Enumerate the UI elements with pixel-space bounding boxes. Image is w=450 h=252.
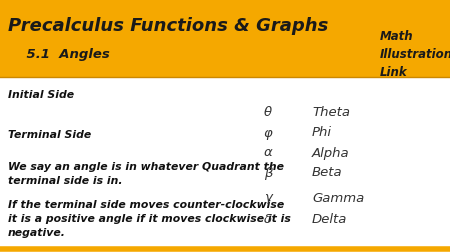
- Text: Math
Illustrations
Link: Math Illustrations Link: [380, 30, 450, 79]
- Text: Theta: Theta: [312, 106, 350, 119]
- Text: 5.1  Angles: 5.1 Angles: [8, 47, 110, 60]
- Text: θ: θ: [264, 106, 272, 119]
- Text: Delta: Delta: [312, 213, 347, 226]
- Text: Phi: Phi: [312, 126, 332, 139]
- Bar: [0, 0, 450, 78]
- Text: Alpha: Alpha: [312, 146, 350, 159]
- Text: If the terminal side moves counter-clockwise
it is a positive angle if it moves : If the terminal side moves counter-clock…: [8, 199, 291, 237]
- Text: α: α: [264, 146, 272, 159]
- Text: Terminal Side: Terminal Side: [8, 130, 91, 139]
- Text: Precalculus Functions & Graphs: Precalculus Functions & Graphs: [8, 17, 328, 35]
- Text: We say an angle is in whatever Quadrant the
terminal side is in.: We say an angle is in whatever Quadrant …: [8, 161, 284, 185]
- Text: β: β: [264, 166, 272, 179]
- Text: Gamma: Gamma: [312, 191, 364, 204]
- Text: δ: δ: [264, 213, 272, 226]
- Text: Beta: Beta: [312, 166, 342, 179]
- Bar: [0, 78, 450, 252]
- Text: γ: γ: [264, 191, 272, 204]
- Text: φ: φ: [264, 126, 272, 139]
- Text: Initial Side: Initial Side: [8, 90, 74, 100]
